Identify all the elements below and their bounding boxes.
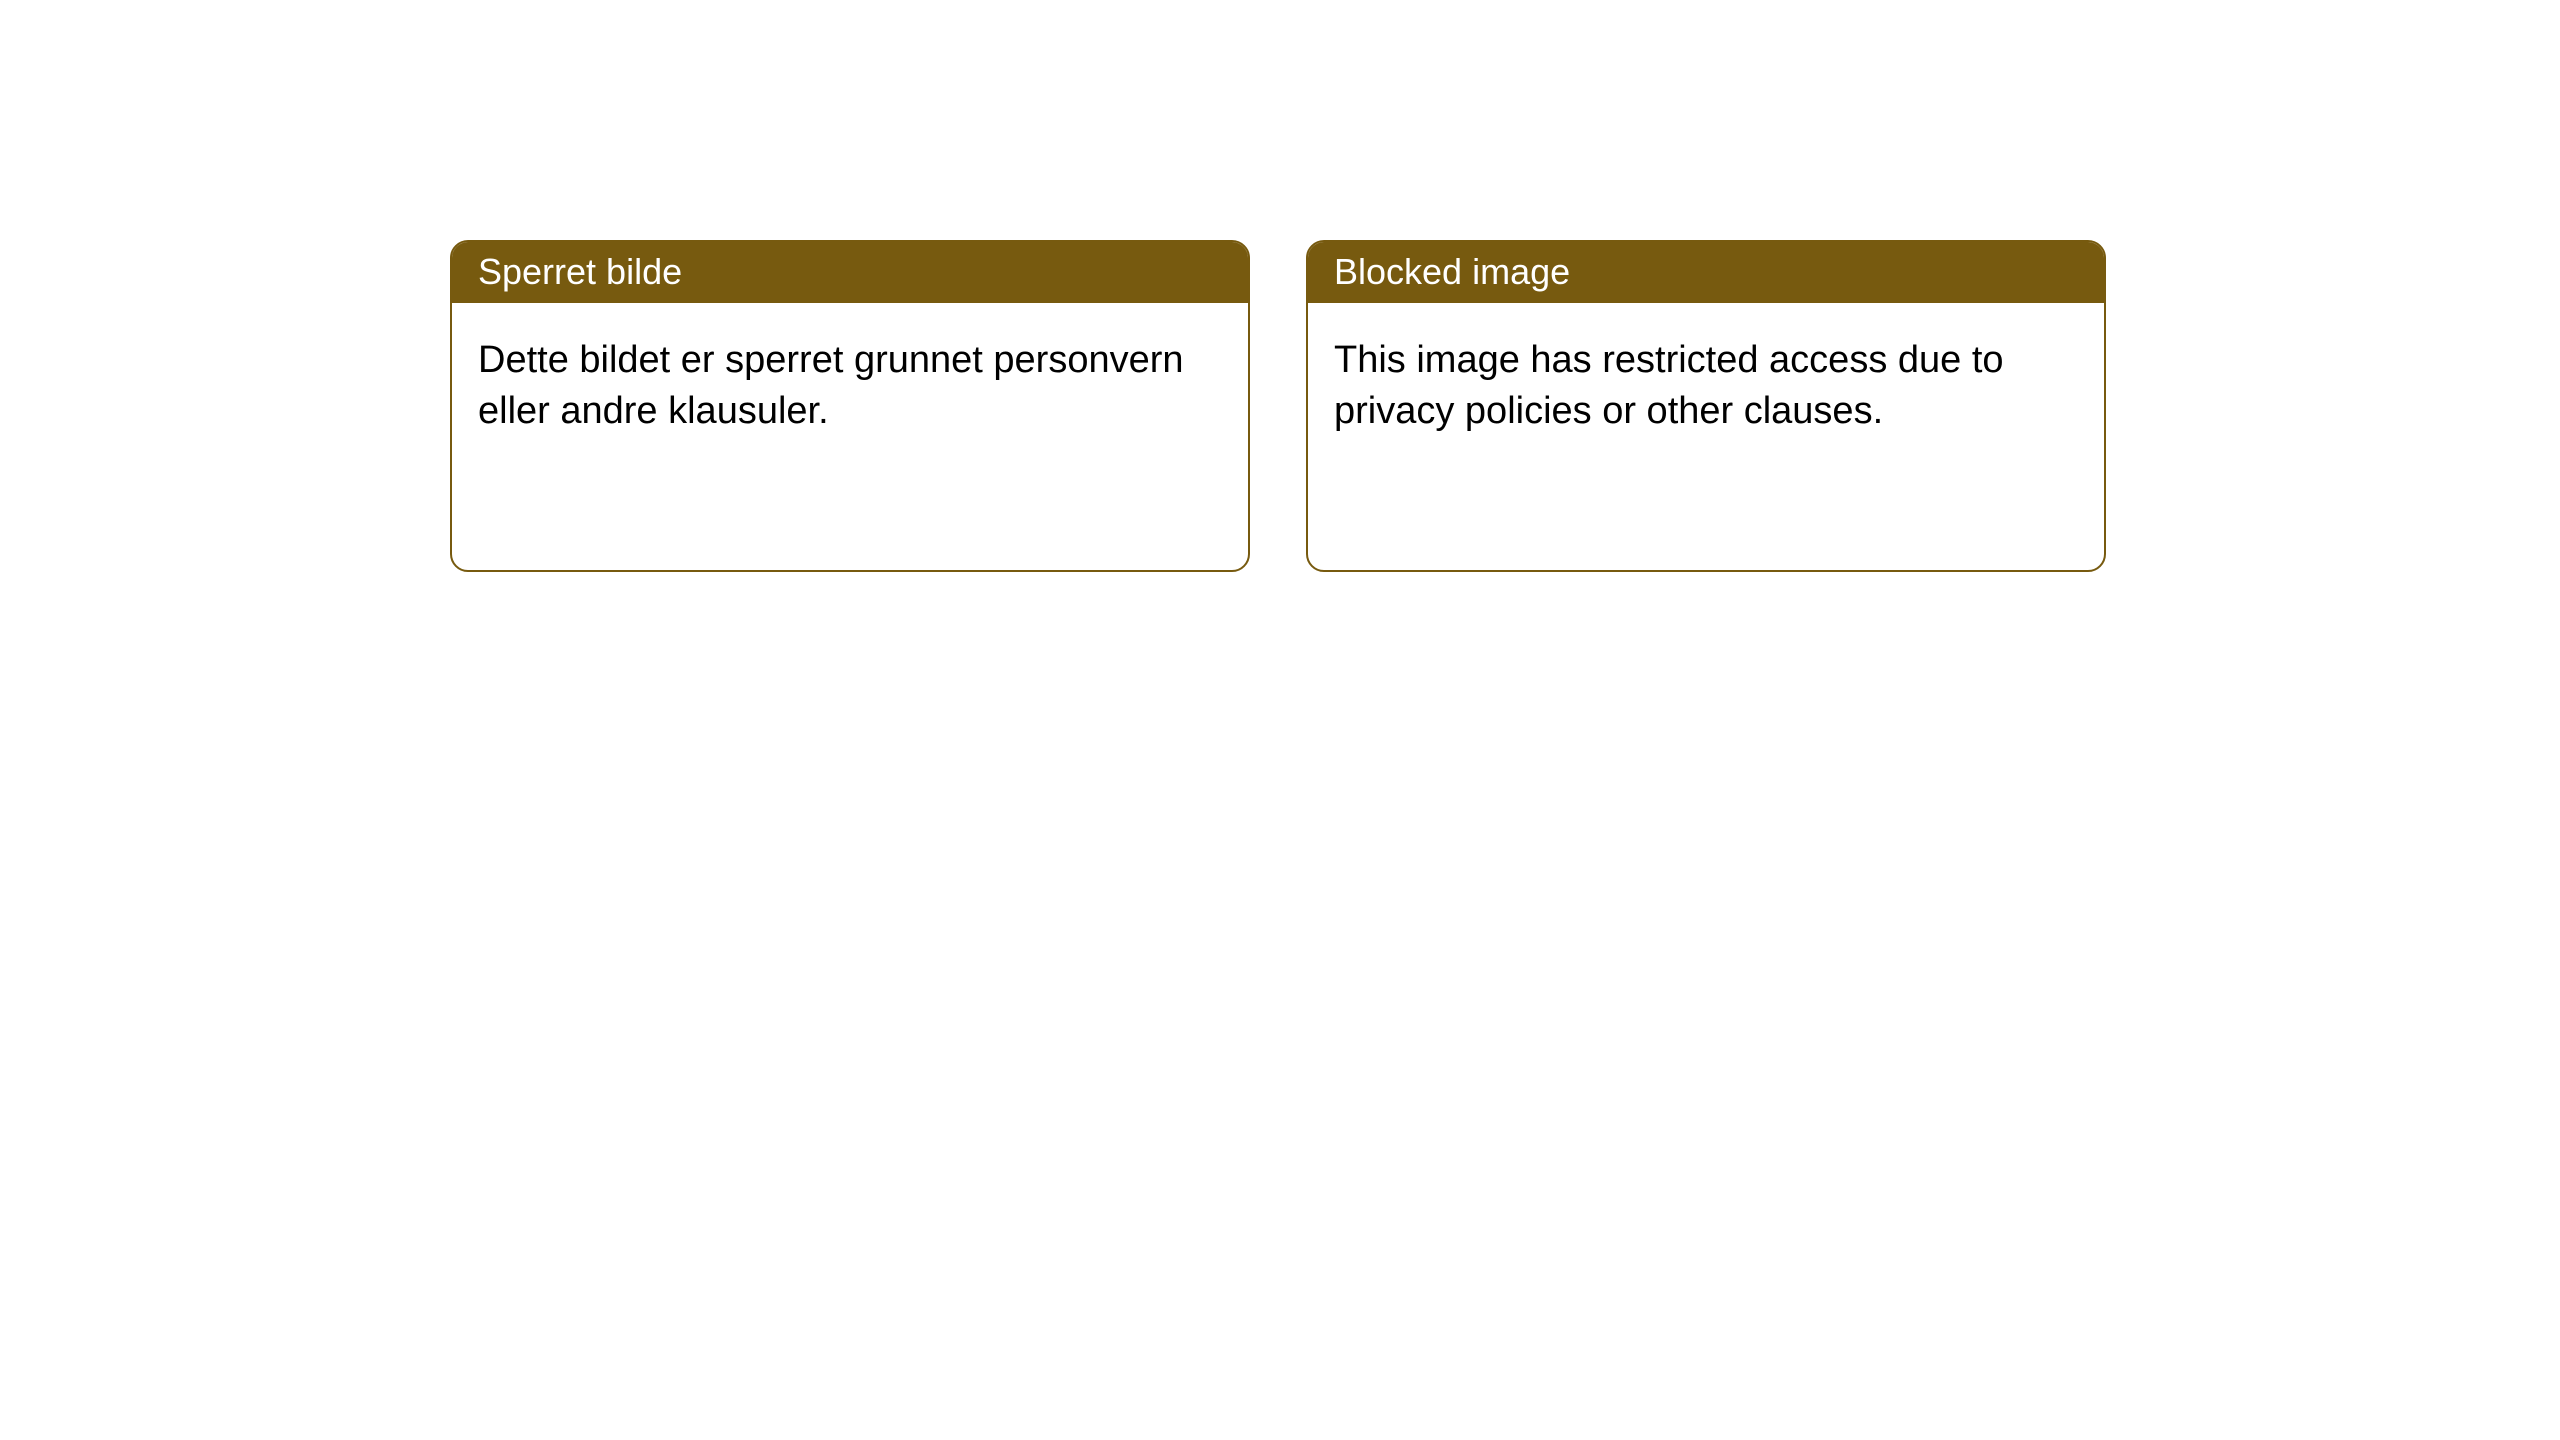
notice-container: Sperret bilde Dette bildet er sperret gr… — [0, 0, 2560, 572]
notice-body-english: This image has restricted access due to … — [1308, 303, 2104, 470]
notice-card-english: Blocked image This image has restricted … — [1306, 240, 2106, 572]
notice-header-english: Blocked image — [1308, 242, 2104, 303]
notice-card-norwegian: Sperret bilde Dette bildet er sperret gr… — [450, 240, 1250, 572]
notice-body-norwegian: Dette bildet er sperret grunnet personve… — [452, 303, 1248, 470]
notice-header-norwegian: Sperret bilde — [452, 242, 1248, 303]
